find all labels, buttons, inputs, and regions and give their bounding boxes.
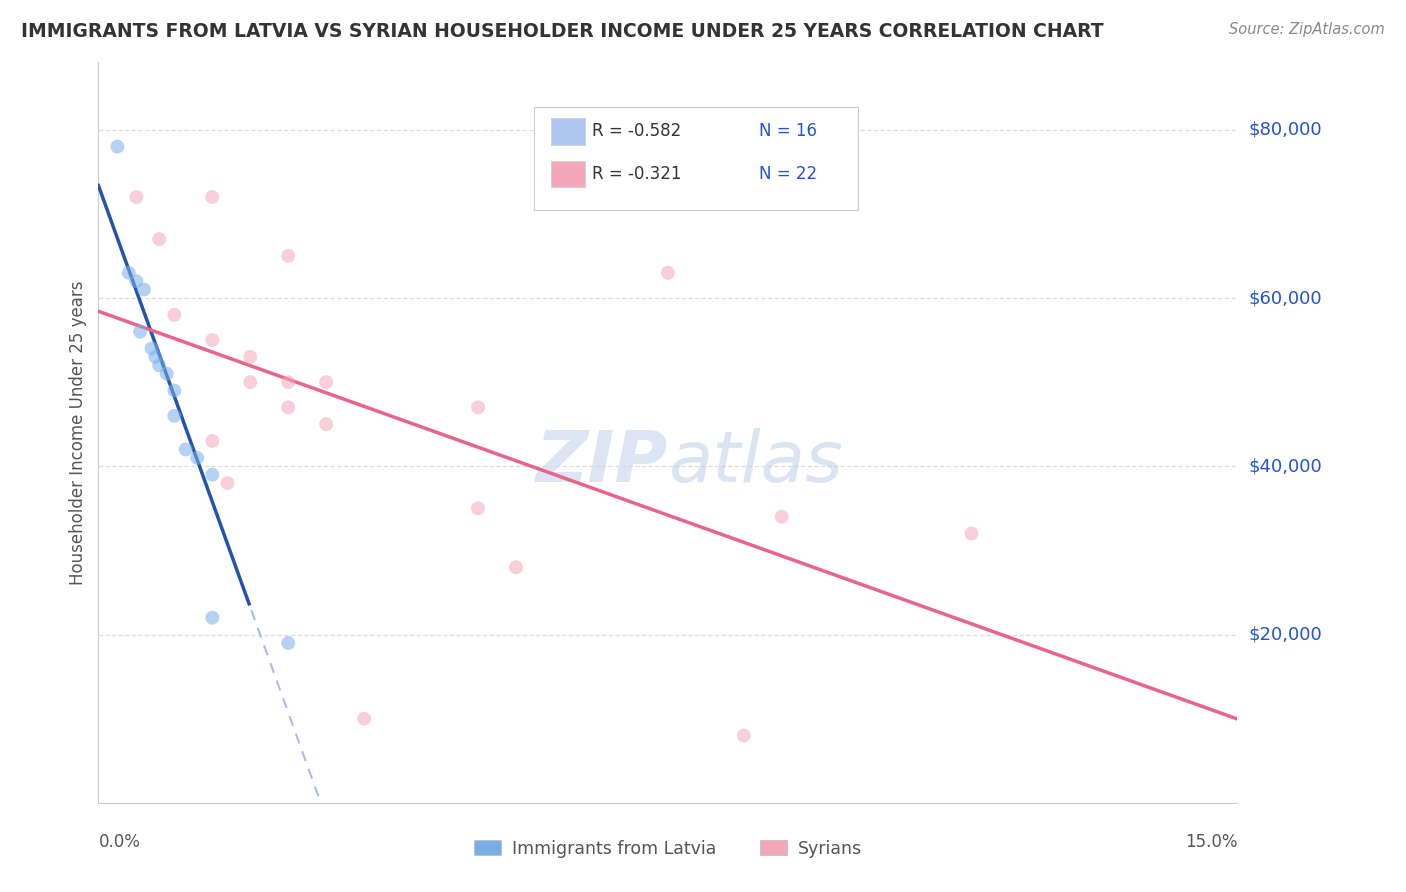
Point xyxy=(107,139,129,153)
Point xyxy=(315,417,337,432)
Point xyxy=(174,442,197,457)
Point xyxy=(132,283,155,297)
Point xyxy=(277,249,299,263)
Text: R = -0.582: R = -0.582 xyxy=(592,122,681,140)
Point xyxy=(125,274,148,288)
Point xyxy=(129,325,152,339)
Point xyxy=(163,409,186,423)
Point xyxy=(277,636,299,650)
Point xyxy=(505,560,527,574)
Point xyxy=(156,367,179,381)
Text: 0.0%: 0.0% xyxy=(98,833,141,851)
Point xyxy=(315,375,337,389)
Point xyxy=(118,266,141,280)
Text: ZIP: ZIP xyxy=(536,428,668,497)
Text: $60,000: $60,000 xyxy=(1249,289,1322,307)
Point xyxy=(353,712,375,726)
Point xyxy=(148,232,170,246)
Point xyxy=(201,610,224,624)
Point xyxy=(770,509,793,524)
Point xyxy=(277,375,299,389)
Text: R = -0.321: R = -0.321 xyxy=(592,165,682,183)
Point xyxy=(201,467,224,482)
Point xyxy=(163,308,186,322)
Point xyxy=(239,375,262,389)
Text: IMMIGRANTS FROM LATVIA VS SYRIAN HOUSEHOLDER INCOME UNDER 25 YEARS CORRELATION C: IMMIGRANTS FROM LATVIA VS SYRIAN HOUSEHO… xyxy=(21,22,1104,41)
Text: $80,000: $80,000 xyxy=(1249,120,1322,139)
Point xyxy=(186,450,208,465)
Point xyxy=(733,729,755,743)
Point xyxy=(125,190,148,204)
Point xyxy=(277,401,299,415)
Point xyxy=(239,350,262,364)
Point xyxy=(217,476,239,491)
Text: N = 16: N = 16 xyxy=(759,122,817,140)
Point xyxy=(148,359,170,373)
Text: N = 22: N = 22 xyxy=(759,165,817,183)
Point xyxy=(467,401,489,415)
Point xyxy=(467,501,489,516)
Text: 15.0%: 15.0% xyxy=(1185,833,1237,851)
Point xyxy=(201,333,224,347)
Text: $40,000: $40,000 xyxy=(1249,458,1322,475)
Text: $20,000: $20,000 xyxy=(1249,625,1322,643)
Legend: Immigrants from Latvia, Syrians: Immigrants from Latvia, Syrians xyxy=(467,832,869,864)
Point xyxy=(141,342,163,356)
Point xyxy=(201,434,224,448)
Point xyxy=(960,526,983,541)
Point xyxy=(163,384,186,398)
Point xyxy=(201,190,224,204)
Point xyxy=(145,350,167,364)
Point xyxy=(657,266,679,280)
Text: Source: ZipAtlas.com: Source: ZipAtlas.com xyxy=(1229,22,1385,37)
Text: atlas: atlas xyxy=(668,428,842,497)
Y-axis label: Householder Income Under 25 years: Householder Income Under 25 years xyxy=(69,280,87,585)
